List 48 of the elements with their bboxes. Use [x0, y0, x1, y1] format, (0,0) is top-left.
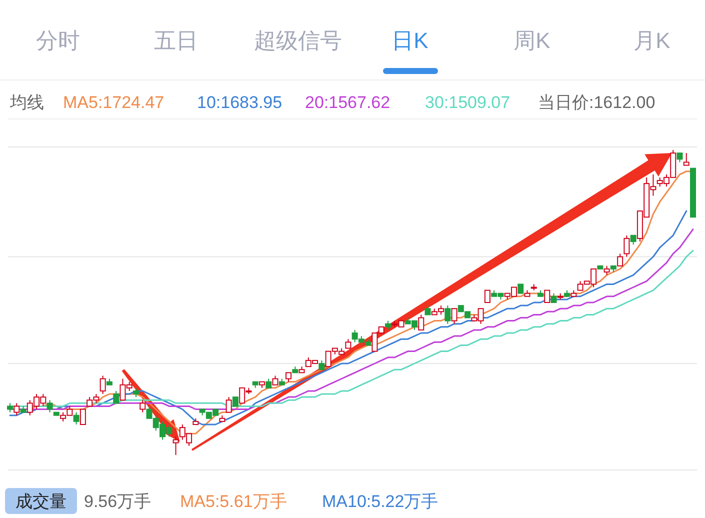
- candlestick: [46, 400, 53, 413]
- text: 日K: [392, 28, 429, 53]
- text: 9.56万手: [84, 492, 152, 511]
- candlestick: [617, 253, 624, 266]
- candlestick: [266, 378, 272, 388]
- candlestick: [140, 400, 146, 413]
- text: 分时: [36, 28, 80, 53]
- text: 月K: [634, 28, 671, 53]
- candlestick: [624, 234, 630, 258]
- text: 30:1509.07: [425, 93, 510, 112]
- candlestick: [630, 234, 636, 246]
- candlestick: [676, 152, 683, 163]
- text: 10:1683.95: [197, 93, 282, 112]
- text: 成交量: [16, 492, 66, 511]
- candlestick: [683, 152, 690, 166]
- candlestick: [113, 390, 120, 404]
- candlestick: [7, 402, 13, 413]
- candlestick: [518, 284, 524, 294]
- text: 五日: [154, 28, 198, 53]
- candlestick: [484, 290, 490, 303]
- candlestick: [550, 292, 557, 303]
- candlestick: [444, 305, 451, 324]
- candlestick: [14, 402, 20, 416]
- candlestick: [418, 314, 424, 330]
- text: MA5:5.61万手: [180, 492, 287, 511]
- candlestick: [80, 408, 86, 425]
- candlestick: [232, 396, 238, 407]
- text: MA5:1724.47: [63, 93, 164, 112]
- text: MA10:5.22万手: [322, 492, 438, 511]
- text: 周K: [514, 28, 551, 53]
- text: 当日价:1612.00: [538, 93, 656, 112]
- candlestick: [544, 290, 550, 303]
- candlestick: [226, 396, 232, 413]
- candlestick: [172, 436, 179, 456]
- candlestick: [424, 305, 431, 316]
- candlestick: [345, 338, 352, 349]
- candlestick: [604, 265, 610, 276]
- legend-title: 均线: [9, 93, 44, 112]
- candlestick: [100, 375, 106, 394]
- text: 20:1567.62: [305, 93, 390, 112]
- candlestick: [286, 372, 292, 382]
- candlestick: [73, 412, 80, 425]
- text: 超级信号: [254, 28, 342, 53]
- candlestick: [451, 308, 458, 324]
- candlestick: [318, 360, 325, 370]
- candlestick: [272, 375, 278, 386]
- candlestick: [132, 387, 139, 398]
- candlestick: [384, 320, 391, 330]
